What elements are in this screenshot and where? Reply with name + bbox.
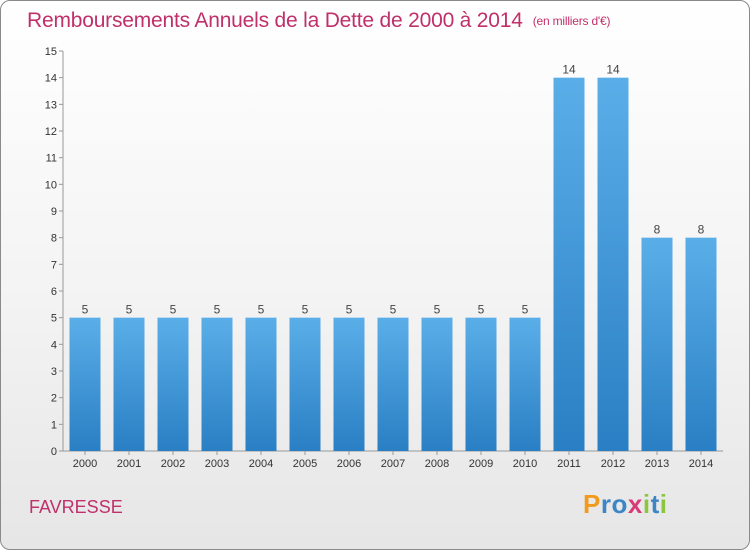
- bar: [685, 237, 717, 451]
- logo-letter: t: [650, 489, 660, 519]
- bar: [553, 77, 585, 452]
- logo-letter: P: [583, 489, 601, 519]
- logo-letter: x: [627, 489, 643, 519]
- x-tick-label: 2007: [381, 458, 405, 470]
- y-tick-label: 2: [51, 393, 57, 405]
- y-tick-label: 5: [51, 313, 57, 325]
- chart-title-text: Remboursements Annuels de la Dette de 20…: [27, 9, 523, 32]
- bar: [69, 317, 101, 451]
- data-label: 5: [302, 303, 309, 317]
- chart-unit: (en milliers d'€): [532, 14, 611, 28]
- x-tick-label: 2010: [513, 458, 537, 470]
- data-label: 14: [606, 63, 620, 77]
- proxiti-logo: Proxiti: [583, 489, 667, 520]
- data-label: 5: [214, 303, 221, 317]
- bar: [421, 317, 453, 451]
- data-label: 5: [82, 303, 89, 317]
- data-label: 8: [698, 223, 705, 237]
- y-tick-label: 12: [45, 126, 57, 138]
- bar: [641, 237, 673, 451]
- y-tick-label: 13: [45, 99, 57, 111]
- logo-letter: i: [642, 489, 651, 519]
- y-tick-label: 10: [45, 179, 57, 191]
- logo-letter: i: [659, 489, 668, 519]
- data-label: 5: [434, 303, 441, 317]
- x-tick-label: 2000: [73, 458, 97, 470]
- logo-letter: o: [611, 489, 628, 519]
- commune-name: FAVRESSE: [29, 497, 123, 517]
- labels: 2000 5 2001 5 2002 5 2003 5 2004 5 2005 5 2006 5 2007 5…: [73, 63, 713, 470]
- x-tick-label: 2009: [469, 458, 493, 470]
- bar: [245, 317, 277, 451]
- x-tick-label: 2002: [161, 458, 185, 470]
- data-label: 5: [478, 303, 485, 317]
- x-tick-label: 2004: [249, 458, 273, 470]
- x-tick-label: 2003: [205, 458, 229, 470]
- bars: [69, 77, 717, 452]
- y-tick-label: 1: [51, 419, 57, 431]
- y-tick-label: 15: [45, 46, 57, 58]
- bar: [377, 317, 409, 451]
- y-tick-label: 7: [51, 259, 57, 271]
- bar: [157, 317, 189, 451]
- y-tick-label: 14: [45, 73, 57, 85]
- data-label: 5: [126, 303, 133, 317]
- x-tick-label: 2012: [601, 458, 625, 470]
- bar: [333, 317, 365, 451]
- bar: [465, 317, 497, 451]
- bar: [597, 77, 629, 452]
- y-tick-label: 3: [51, 366, 57, 378]
- data-label: 5: [346, 303, 353, 317]
- x-tick-label: 2006: [337, 458, 361, 470]
- y-tick-label: 6: [51, 286, 57, 298]
- x-tick-label: 2013: [645, 458, 669, 470]
- x-tick-label: 2001: [117, 458, 141, 470]
- x-tick-label: 2014: [689, 458, 713, 470]
- y-tick-label: 9: [51, 206, 57, 218]
- bar: [201, 317, 233, 451]
- data-label: 5: [170, 303, 177, 317]
- y-tick-label: 0: [51, 446, 57, 458]
- bar: [113, 317, 145, 451]
- bar: [289, 317, 321, 451]
- y-tick-label: 4: [51, 339, 57, 351]
- x-tick-label: 2011: [557, 458, 581, 470]
- data-label: 5: [390, 303, 397, 317]
- y-tick-label: 11: [46, 153, 57, 165]
- data-label: 5: [522, 303, 529, 317]
- data-label: 5: [258, 303, 265, 317]
- bar: [509, 317, 541, 451]
- x-tick-label: 2005: [293, 458, 317, 470]
- x-tick-label: 2008: [425, 458, 449, 470]
- logo-letter: r: [600, 489, 612, 519]
- y-tick-label: 8: [51, 233, 57, 245]
- data-label: 8: [654, 223, 661, 237]
- chart-title: Remboursements Annuels de la Dette de 20…: [27, 9, 610, 33]
- data-label: 14: [562, 63, 576, 77]
